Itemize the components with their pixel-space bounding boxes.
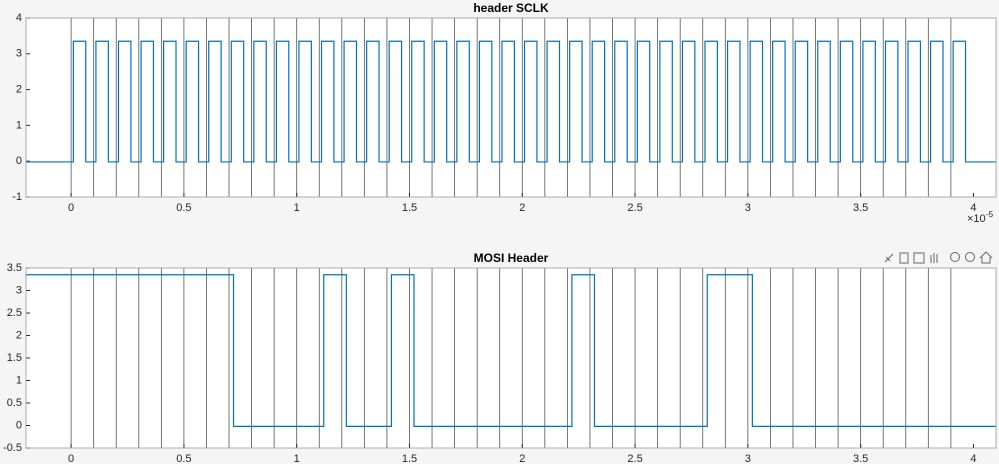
axes-toolbar[interactable]: [884, 251, 993, 264]
toolbar-zoom-in[interactable]: [950, 252, 960, 262]
toolbar-home[interactable]: [979, 251, 993, 264]
y-tick-label: 3: [16, 48, 22, 60]
x-tick-label: 4: [970, 202, 976, 214]
y-tick-label: -1: [12, 191, 22, 203]
x-tick-label: 3: [745, 453, 751, 464]
toolbar-brush[interactable]: [884, 253, 894, 263]
x-tick-label: 0.5: [176, 202, 191, 214]
y-tick-label: 1.5: [7, 352, 22, 364]
toolbar-restore[interactable]: [913, 252, 925, 264]
x-tick-label: 3.5: [853, 202, 868, 214]
x-exponent-base: ×10: [967, 213, 986, 225]
x-tick-label: 0: [68, 453, 74, 464]
toolbar-datatip[interactable]: [899, 252, 909, 264]
x-tick-label: 1: [294, 453, 300, 464]
axes-background: [26, 18, 996, 197]
chart-title: MOSI Header: [474, 251, 549, 265]
y-tick-label: 4: [16, 12, 22, 24]
x-tick-label: 2: [519, 202, 525, 214]
axes-box: [25, 17, 997, 198]
toolbar-pan[interactable]: [930, 253, 938, 263]
y-tick-label: 0.5: [7, 397, 22, 409]
x-tick-label: 2.5: [627, 453, 642, 464]
axes-box: [25, 267, 997, 449]
x-tick-label: 0: [68, 202, 74, 214]
y-tick-label: 0: [16, 155, 22, 167]
y-tick-label: 2: [16, 329, 22, 341]
signal-line: [26, 274, 996, 427]
x-tick-label: 3.5: [853, 453, 868, 464]
y-tick-label: 2: [16, 84, 22, 96]
x-tick-label: 2.5: [627, 202, 642, 214]
x-tick-label: 1.5: [402, 202, 417, 214]
y-tick-label: 0: [16, 419, 22, 431]
signal-line: [26, 40, 996, 163]
toolbar-zoom-out[interactable]: [965, 252, 975, 262]
y-tick-label: 2.5: [7, 307, 22, 319]
x-tick-label: 1: [294, 202, 300, 214]
y-tick-label: 3.5: [7, 262, 22, 274]
x-tick-label: 4: [970, 453, 976, 464]
x-tick-label: 2: [519, 453, 525, 464]
y-tick-label: 3: [16, 284, 22, 296]
chart-title: header SCLK: [473, 1, 549, 15]
y-tick-label: -0.5: [3, 442, 22, 454]
axes-background: [26, 268, 996, 448]
x-exponent: -5: [986, 210, 994, 219]
x-tick-label: 1.5: [402, 453, 417, 464]
x-tick-label: 3: [745, 202, 751, 214]
y-tick-label: 1: [16, 119, 22, 131]
x-tick-label: 0.5: [176, 453, 191, 464]
y-tick-label: 1: [16, 374, 22, 386]
